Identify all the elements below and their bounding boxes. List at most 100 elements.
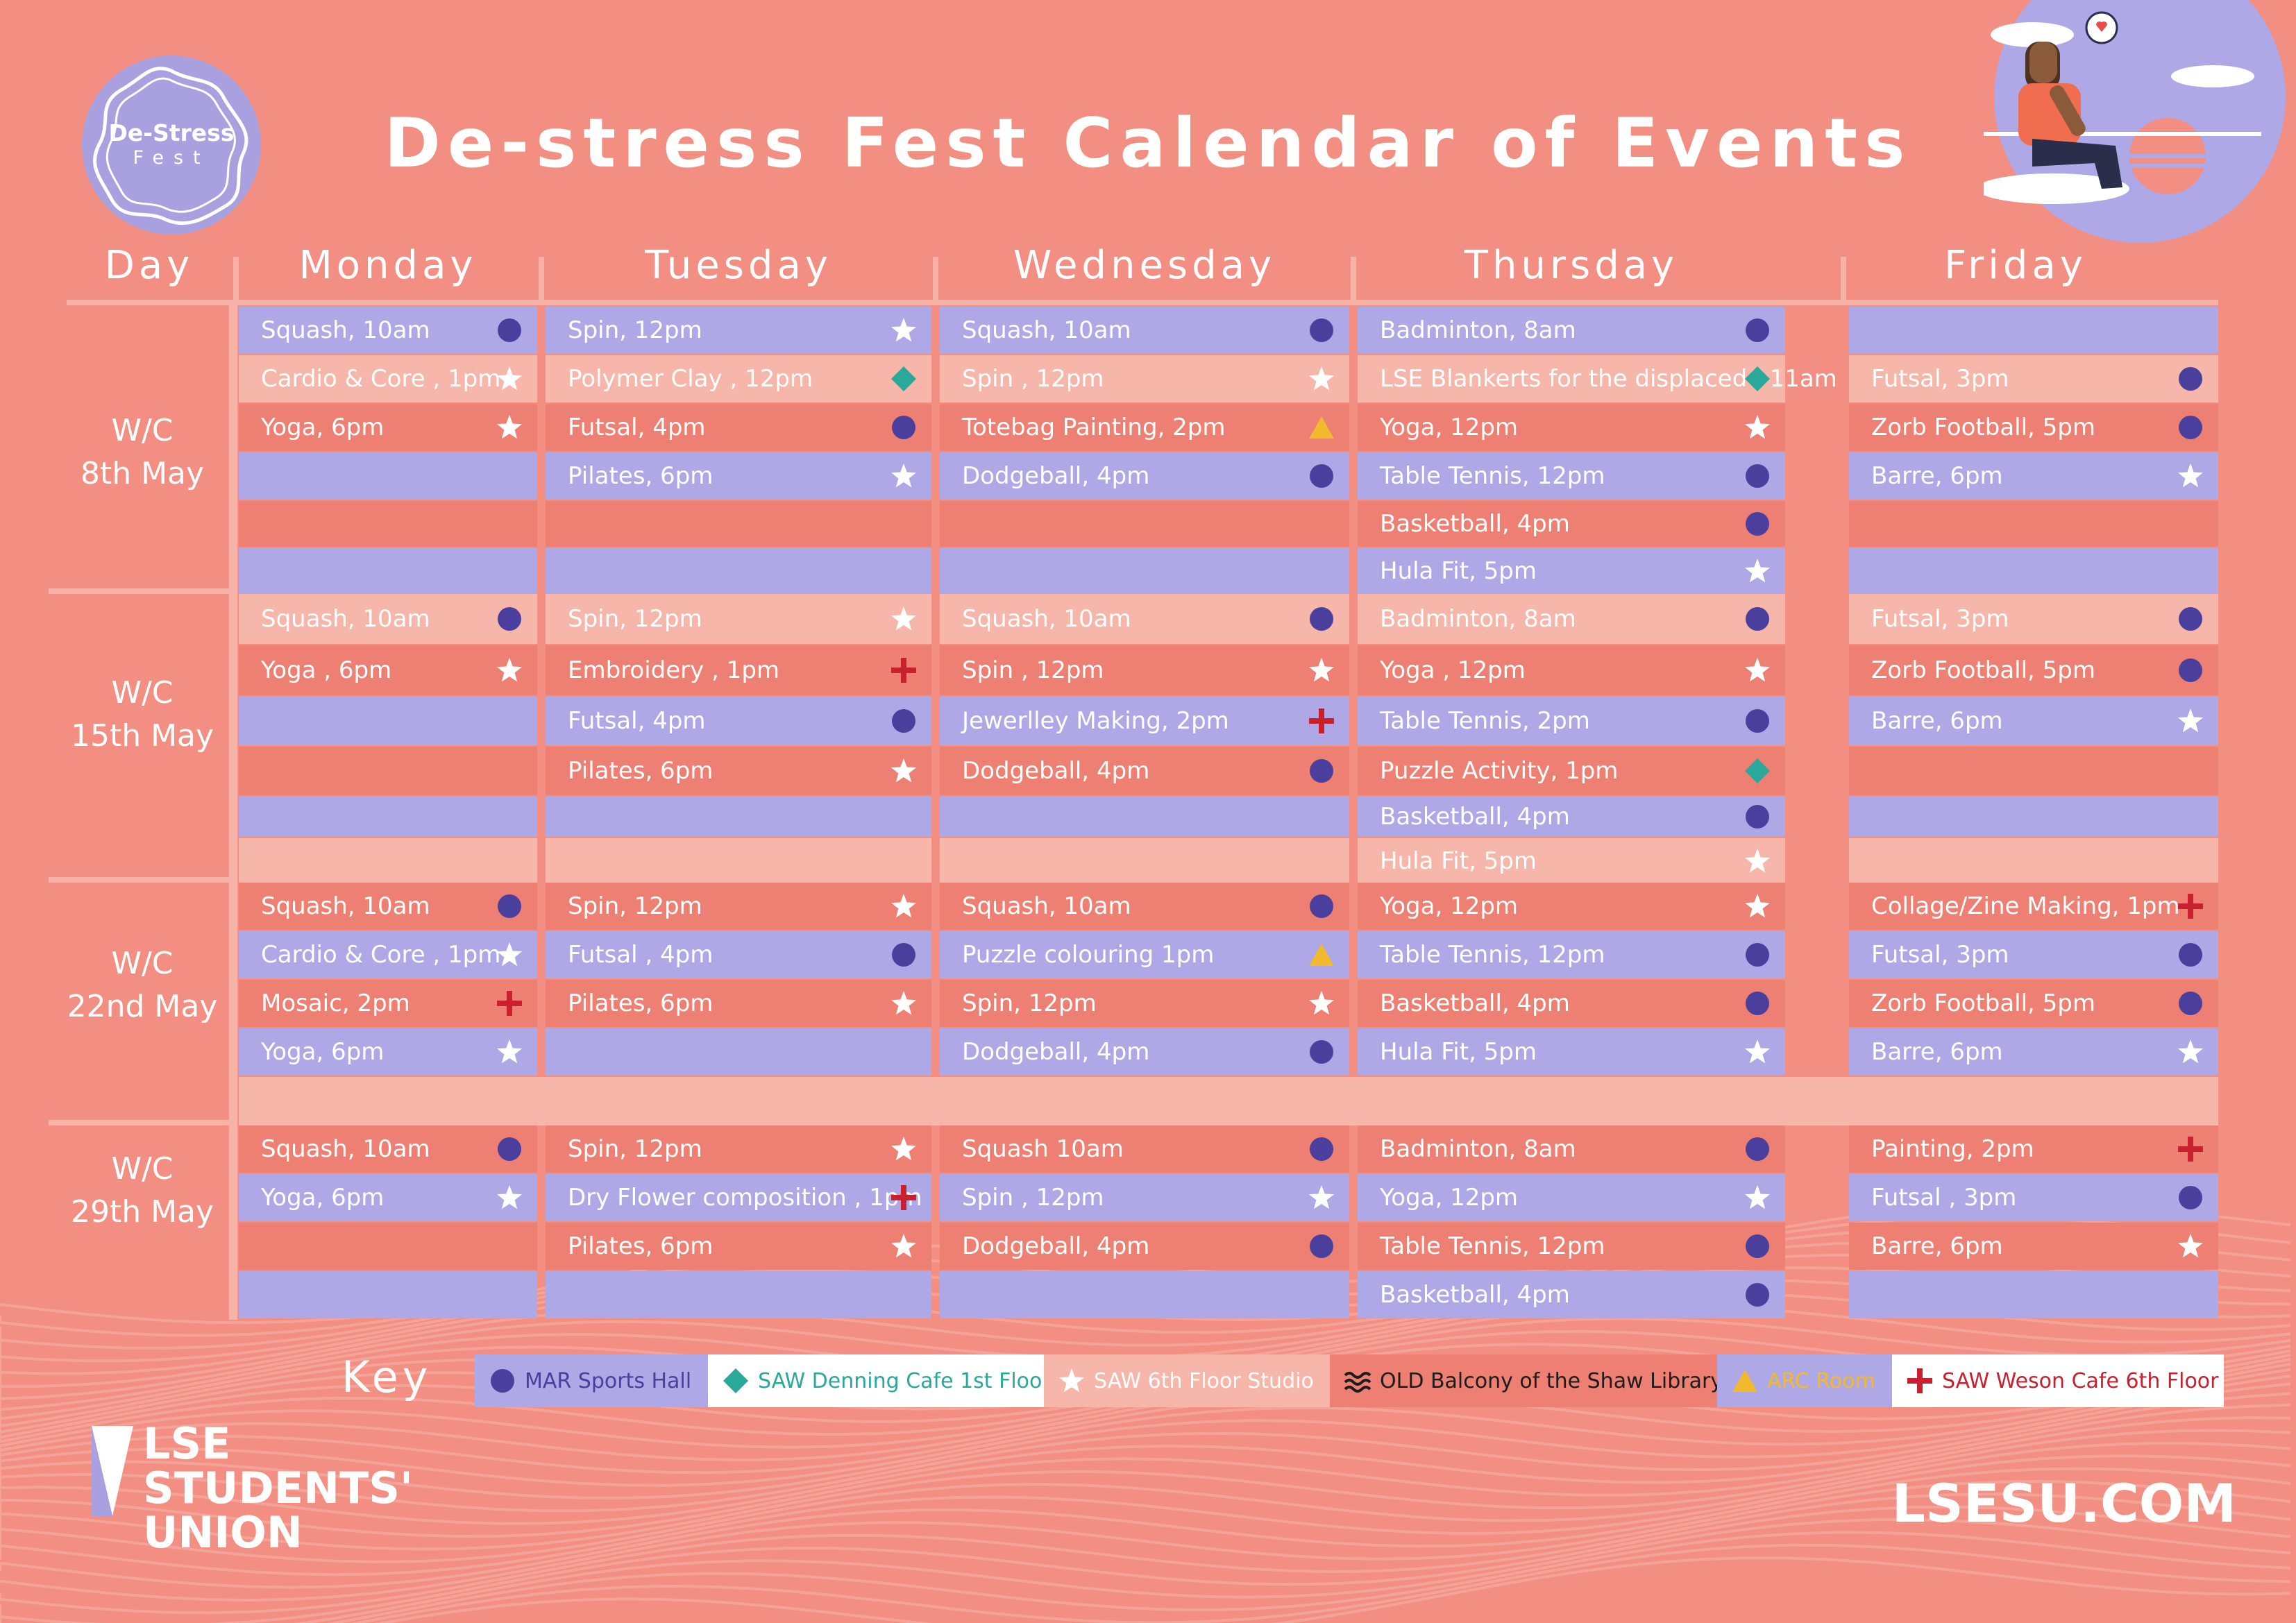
event-label: Yoga, 12pm xyxy=(1380,414,1519,441)
event-label: Puzzle colouring 1pm xyxy=(962,941,1215,969)
event-label: Futsal , 4pm xyxy=(568,941,714,969)
triangle-icon xyxy=(1309,944,1334,966)
event-label: Zorb Football, 5pm xyxy=(1871,414,2095,441)
cross-icon xyxy=(2178,894,2203,919)
circle-icon xyxy=(1746,318,1769,342)
event-cell xyxy=(1849,548,2218,594)
brand-line-3: UNION xyxy=(143,1507,303,1558)
event-cell: Dodgeball, 4pm xyxy=(940,1028,1349,1076)
event-label: Basketball, 4pm xyxy=(1380,989,1570,1017)
event-label: Futsal, 3pm xyxy=(1871,941,2009,969)
circle-icon xyxy=(1746,943,1769,967)
circle-icon xyxy=(1746,607,1769,631)
event-cell: Pilates, 6pm xyxy=(546,747,931,795)
week-separator xyxy=(49,1120,236,1125)
event-cell: Squash, 10am xyxy=(940,307,1349,354)
diamond-icon xyxy=(723,1368,748,1393)
star-icon xyxy=(890,758,917,783)
event-label: Yoga , 6pm xyxy=(261,656,392,684)
event-label: Badminton, 8am xyxy=(1380,316,1576,344)
event-label: Squash, 10am xyxy=(962,892,1131,920)
event-cell: Squash, 10am xyxy=(239,307,537,354)
event-cell: Zorb Football, 5pm xyxy=(1849,980,2218,1027)
brand-line-1: LSE xyxy=(143,1418,231,1469)
event-cell: Hula Fit, 5pm xyxy=(1358,838,1785,884)
star-icon xyxy=(890,991,917,1015)
star-icon xyxy=(1308,366,1335,391)
key-item: SAW Weson Cafe 6th Floor xyxy=(1892,1354,2224,1407)
event-label: Spin, 12pm xyxy=(568,1135,702,1163)
header-divider xyxy=(233,257,239,300)
event-label: Barre, 6pm xyxy=(1871,1038,2003,1066)
header-thursday: Thursday xyxy=(1464,243,1679,288)
event-cell: Painting, 2pm xyxy=(1849,1125,2218,1173)
waves-icon xyxy=(1344,1372,1371,1393)
website-link[interactable]: LSESU.COM xyxy=(1891,1472,2236,1534)
event-label: Squash, 10am xyxy=(261,1135,430,1163)
event-cell: Dodgeball, 4pm xyxy=(940,747,1349,795)
event-cell xyxy=(239,501,537,547)
star-icon xyxy=(496,942,523,967)
circle-icon xyxy=(1746,464,1769,488)
event-label: Squash, 10am xyxy=(261,892,430,920)
event-label: Futsal, 4pm xyxy=(568,707,706,735)
event-label: Futsal, 3pm xyxy=(1871,365,2009,393)
event-cell: Embroidery , 1pm xyxy=(546,645,931,695)
event-cell: Pilates, 6pm xyxy=(546,1223,931,1270)
event-cell: Basketball, 4pm xyxy=(1358,797,1785,837)
star-icon xyxy=(890,894,917,918)
event-cell xyxy=(239,1223,537,1270)
week-label: W/C 22nd May xyxy=(67,946,218,1024)
cross-icon xyxy=(2178,1137,2203,1162)
event-cell: Yoga , 12pm xyxy=(1358,645,1785,695)
circle-icon xyxy=(1746,1137,1769,1161)
star-icon xyxy=(890,606,917,631)
star-icon xyxy=(1308,1185,1335,1209)
key-item-label: SAW Weson Cafe 6th Floor xyxy=(1942,1368,2219,1393)
cross-icon xyxy=(1309,708,1334,733)
header-divider xyxy=(933,257,938,300)
header-friday: Friday xyxy=(1944,243,2087,288)
event-cell xyxy=(546,1271,931,1318)
event-cell: Futsal, 3pm xyxy=(1849,594,2218,644)
event-cell xyxy=(1849,1271,2218,1318)
star-icon xyxy=(2177,1039,2204,1064)
event-cell: Squash, 10am xyxy=(239,594,537,644)
star-icon xyxy=(1308,991,1335,1015)
event-cell xyxy=(239,452,537,500)
circle-icon xyxy=(1310,759,1333,783)
circle-icon xyxy=(1310,1137,1333,1161)
circle-icon xyxy=(1310,464,1333,488)
event-label: Squash, 10am xyxy=(261,605,430,633)
relaxing-person-illustration xyxy=(1984,0,2286,243)
circle-icon xyxy=(2179,416,2202,439)
page-title: De-stress Fest Calendar of Events xyxy=(384,104,1912,183)
star-icon xyxy=(1308,658,1335,682)
circle-icon xyxy=(2179,658,2202,682)
circle-icon xyxy=(498,1137,521,1161)
header-divider xyxy=(1351,257,1356,300)
event-label: Spin, 12pm xyxy=(962,989,1097,1017)
week-label: W/C 8th May xyxy=(80,413,205,491)
circle-icon xyxy=(1746,1283,1769,1307)
cross-icon xyxy=(891,658,916,683)
event-cell xyxy=(940,1271,1349,1318)
event-cell xyxy=(239,747,537,795)
event-cell xyxy=(546,797,931,837)
event-label: Dodgeball, 4pm xyxy=(962,1038,1150,1066)
event-cell xyxy=(239,548,537,594)
event-label: Basketball, 4pm xyxy=(1380,1281,1570,1309)
event-cell: Zorb Football, 5pm xyxy=(1849,404,2218,451)
event-cell: LSE Blankerts for the displaced , 11am xyxy=(1358,355,1837,402)
key-item: SAW Denning Cafe 1st Floor xyxy=(708,1354,1051,1407)
key-item-label: MAR Sports Hall xyxy=(525,1368,692,1393)
cross-icon xyxy=(891,1185,916,1210)
event-cell: Spin , 12pm xyxy=(940,645,1349,695)
event-cell: Yoga, 6pm xyxy=(239,1028,537,1076)
event-cell xyxy=(546,548,931,594)
event-cell: Badminton, 8am xyxy=(1358,1125,1785,1173)
event-cell: Spin, 12pm xyxy=(546,594,931,644)
event-label: Table Tennis, 12pm xyxy=(1380,941,1605,969)
circle-icon xyxy=(2179,943,2202,967)
event-label: Yoga, 12pm xyxy=(1380,892,1519,920)
